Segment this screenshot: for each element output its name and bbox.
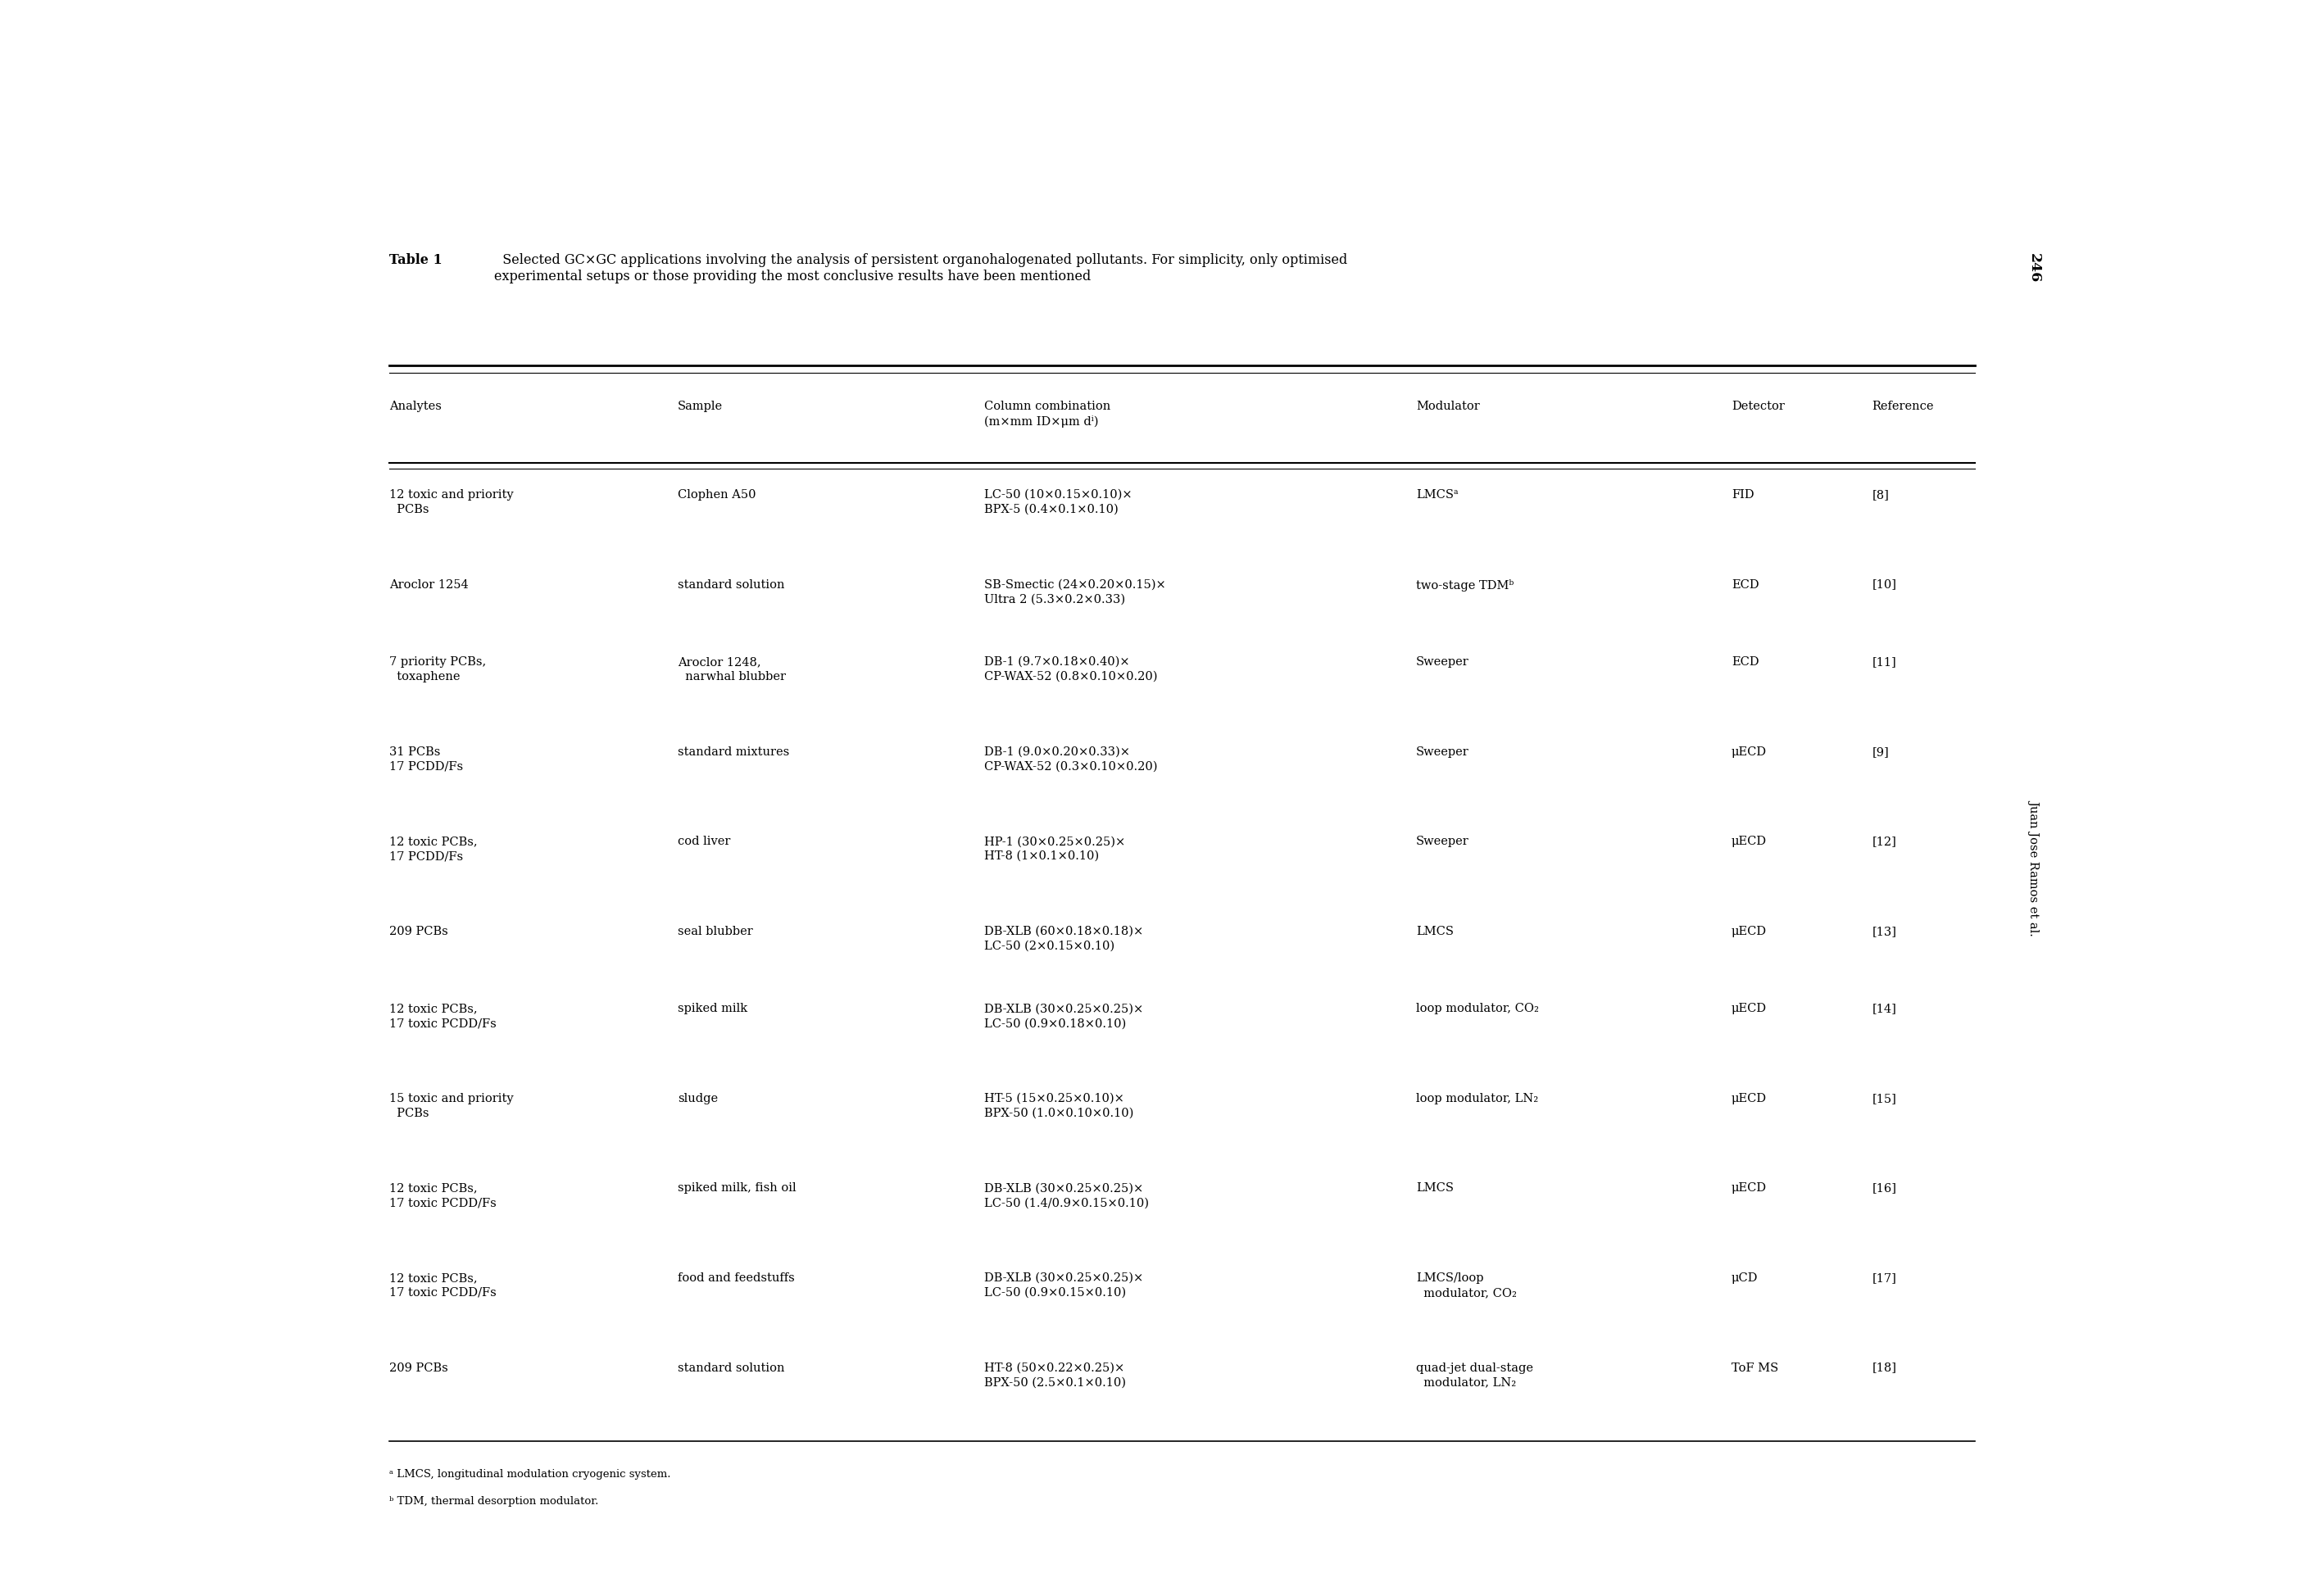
Text: SB-Smectic (24×0.20×0.15)×
Ultra 2 (5.3×0.2×0.33): SB-Smectic (24×0.20×0.15)× Ultra 2 (5.3×… — [983, 579, 1167, 605]
Text: μCD: μCD — [1731, 1272, 1757, 1283]
Text: Analytes: Analytes — [390, 401, 442, 412]
Text: [8]: [8] — [1871, 488, 1889, 501]
Text: ᵇ TDM, thermal desorption modulator.: ᵇ TDM, thermal desorption modulator. — [390, 1495, 600, 1507]
Text: DB-XLB (30×0.25×0.25)×
LC-50 (1.4/0.9×0.15×0.10): DB-XLB (30×0.25×0.25)× LC-50 (1.4/0.9×0.… — [983, 1183, 1148, 1208]
Text: Table 1: Table 1 — [390, 252, 442, 267]
Text: LMCSᵃ: LMCSᵃ — [1415, 488, 1459, 501]
Text: Sweeper: Sweeper — [1415, 835, 1469, 847]
Text: spiked milk, fish oil: spiked milk, fish oil — [679, 1183, 797, 1194]
Text: loop modulator, CO₂: loop modulator, CO₂ — [1415, 1002, 1538, 1013]
Text: DB-1 (9.7×0.18×0.40)×
CP-WAX-52 (0.8×0.10×0.20): DB-1 (9.7×0.18×0.40)× CP-WAX-52 (0.8×0.1… — [983, 656, 1157, 681]
Text: loop modulator, LN₂: loop modulator, LN₂ — [1415, 1092, 1538, 1104]
Text: LMCS: LMCS — [1415, 1183, 1455, 1194]
Text: standard mixtures: standard mixtures — [679, 745, 790, 757]
Text: [17]: [17] — [1871, 1272, 1896, 1283]
Text: [16]: [16] — [1871, 1183, 1896, 1194]
Text: LMCS: LMCS — [1415, 926, 1455, 937]
Text: [12]: [12] — [1871, 835, 1896, 847]
Text: Clophen A50: Clophen A50 — [679, 488, 755, 501]
Text: Detector: Detector — [1731, 401, 1785, 412]
Text: DB-1 (9.0×0.20×0.33)×
CP-WAX-52 (0.3×0.10×0.20): DB-1 (9.0×0.20×0.33)× CP-WAX-52 (0.3×0.1… — [983, 745, 1157, 772]
Text: μECD: μECD — [1731, 1002, 1766, 1013]
Text: sludge: sludge — [679, 1092, 718, 1104]
Text: 7 priority PCBs,
  toxaphene: 7 priority PCBs, toxaphene — [390, 656, 486, 681]
Text: 12 toxic PCBs,
17 toxic PCDD/Fs: 12 toxic PCBs, 17 toxic PCDD/Fs — [390, 1272, 497, 1298]
Text: Modulator: Modulator — [1415, 401, 1480, 412]
Text: μECD: μECD — [1731, 835, 1766, 847]
Text: Column combination
(m×mm ID×μm dⁱ): Column combination (m×mm ID×μm dⁱ) — [983, 401, 1111, 428]
Text: Reference: Reference — [1871, 401, 1934, 412]
Text: ToF MS: ToF MS — [1731, 1361, 1778, 1373]
Text: Aroclor 1254: Aroclor 1254 — [390, 579, 469, 591]
Text: 12 toxic PCBs,
17 PCDD/Fs: 12 toxic PCBs, 17 PCDD/Fs — [390, 835, 479, 862]
Text: two-stage TDMᵇ: two-stage TDMᵇ — [1415, 579, 1513, 591]
Text: LC-50 (10×0.15×0.10)×
BPX-5 (0.4×0.1×0.10): LC-50 (10×0.15×0.10)× BPX-5 (0.4×0.1×0.1… — [983, 488, 1132, 516]
Text: 12 toxic PCBs,
17 toxic PCDD/Fs: 12 toxic PCBs, 17 toxic PCDD/Fs — [390, 1002, 497, 1029]
Text: 246: 246 — [2027, 252, 2040, 282]
Text: seal blubber: seal blubber — [679, 926, 753, 937]
Text: Sample: Sample — [679, 401, 723, 412]
Text: DB-XLB (60×0.18×0.18)×
LC-50 (2×0.15×0.10): DB-XLB (60×0.18×0.18)× LC-50 (2×0.15×0.1… — [983, 926, 1143, 951]
Text: Juan Jose Ramos et al.: Juan Jose Ramos et al. — [2029, 800, 2040, 935]
Text: standard solution: standard solution — [679, 1361, 786, 1373]
Text: DB-XLB (30×0.25×0.25)×
LC-50 (0.9×0.15×0.10): DB-XLB (30×0.25×0.25)× LC-50 (0.9×0.15×0… — [983, 1272, 1143, 1298]
Text: 31 PCBs
17 PCDD/Fs: 31 PCBs 17 PCDD/Fs — [390, 745, 462, 772]
Text: ECD: ECD — [1731, 579, 1759, 591]
Text: cod liver: cod liver — [679, 835, 730, 847]
Text: Sweeper: Sweeper — [1415, 745, 1469, 757]
Text: [15]: [15] — [1871, 1092, 1896, 1104]
Text: [11]: [11] — [1871, 656, 1896, 667]
Text: HP-1 (30×0.25×0.25)×
HT-8 (1×0.1×0.10): HP-1 (30×0.25×0.25)× HT-8 (1×0.1×0.10) — [983, 835, 1125, 862]
Text: 12 toxic PCBs,
17 toxic PCDD/Fs: 12 toxic PCBs, 17 toxic PCDD/Fs — [390, 1183, 497, 1208]
Text: standard solution: standard solution — [679, 579, 786, 591]
Text: DB-XLB (30×0.25×0.25)×
LC-50 (0.9×0.18×0.10): DB-XLB (30×0.25×0.25)× LC-50 (0.9×0.18×0… — [983, 1002, 1143, 1029]
Text: [14]: [14] — [1871, 1002, 1896, 1013]
Text: LMCS/loop
  modulator, CO₂: LMCS/loop modulator, CO₂ — [1415, 1272, 1518, 1298]
Text: μECD: μECD — [1731, 1092, 1766, 1104]
Text: [9]: [9] — [1871, 745, 1889, 757]
Text: μECD: μECD — [1731, 926, 1766, 937]
Text: FID: FID — [1731, 488, 1755, 501]
Text: [13]: [13] — [1871, 926, 1896, 937]
Text: μECD: μECD — [1731, 745, 1766, 757]
Text: 12 toxic and priority
  PCBs: 12 toxic and priority PCBs — [390, 488, 514, 516]
Text: 209 PCBs: 209 PCBs — [390, 1361, 449, 1373]
Text: quad-jet dual-stage
  modulator, LN₂: quad-jet dual-stage modulator, LN₂ — [1415, 1361, 1534, 1387]
Text: 15 toxic and priority
  PCBs: 15 toxic and priority PCBs — [390, 1092, 514, 1119]
Text: ECD: ECD — [1731, 656, 1759, 667]
Text: Sweeper: Sweeper — [1415, 656, 1469, 667]
Text: [10]: [10] — [1871, 579, 1896, 591]
Text: ᵃ LMCS, longitudinal modulation cryogenic system.: ᵃ LMCS, longitudinal modulation cryogeni… — [390, 1468, 672, 1479]
Text: food and feedstuffs: food and feedstuffs — [679, 1272, 795, 1283]
Text: HT-5 (15×0.25×0.10)×
BPX-50 (1.0×0.10×0.10): HT-5 (15×0.25×0.10)× BPX-50 (1.0×0.10×0.… — [983, 1092, 1134, 1119]
Text: HT-8 (50×0.22×0.25)×
BPX-50 (2.5×0.1×0.10): HT-8 (50×0.22×0.25)× BPX-50 (2.5×0.1×0.1… — [983, 1361, 1125, 1387]
Text: μECD: μECD — [1731, 1183, 1766, 1194]
Text: spiked milk: spiked milk — [679, 1002, 748, 1013]
Text: [18]: [18] — [1871, 1361, 1896, 1373]
Text: Aroclor 1248,
  narwhal blubber: Aroclor 1248, narwhal blubber — [679, 656, 786, 681]
Text: 209 PCBs: 209 PCBs — [390, 926, 449, 937]
Text: Selected GC×GC applications involving the analysis of persistent organohalogenat: Selected GC×GC applications involving th… — [495, 252, 1348, 282]
